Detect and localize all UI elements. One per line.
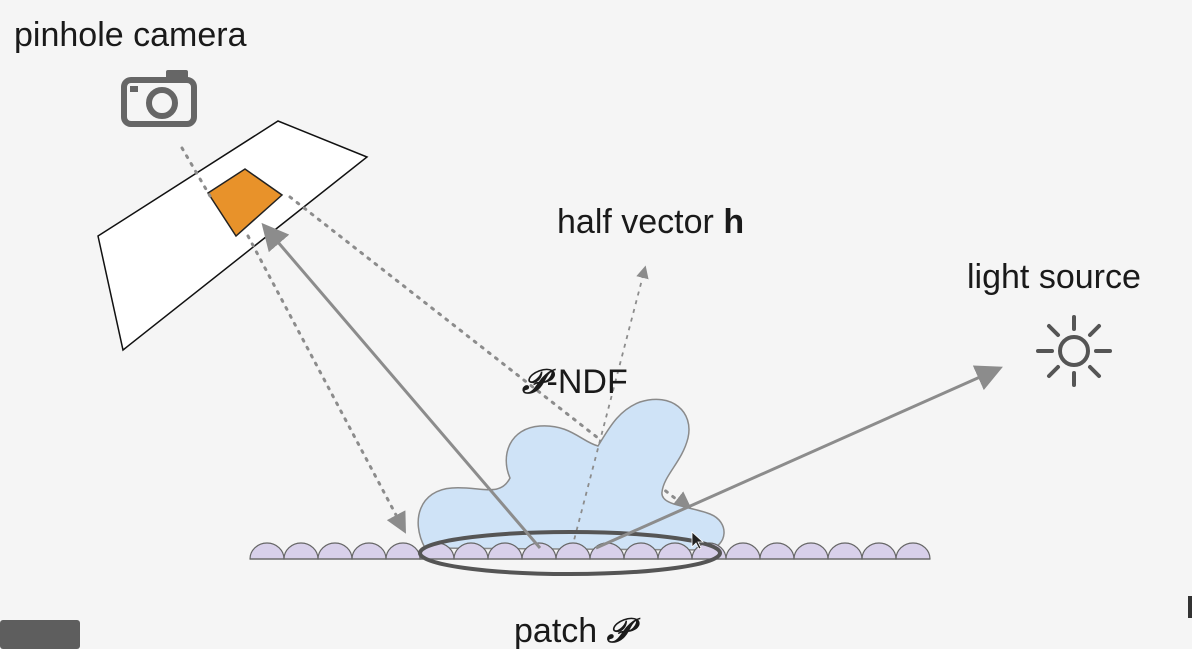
patch-text: patch: [514, 612, 607, 649]
patch-label: patch 𝒫: [514, 611, 641, 649]
patch-outline: [418, 530, 722, 576]
ndf-lobe: [417, 398, 725, 551]
light-source-label: light source: [967, 258, 1141, 296]
camera-icon: [121, 70, 197, 127]
video-overlay-corner: [0, 620, 80, 649]
sun-icon: [1036, 315, 1112, 387]
ndf-label: 𝒫-NDF: [522, 362, 628, 402]
right-edge-mark: [1188, 596, 1192, 618]
ndf-text: -NDF: [547, 363, 628, 401]
half-vector-arrow: [571, 265, 649, 549]
camera-view-ray: [261, 222, 542, 549]
half-vector-text: half vector: [557, 203, 723, 241]
half-vector-symbol: h: [723, 203, 744, 241]
microfacet-surface: [249, 542, 931, 560]
half-vector-label: half vector h: [557, 203, 744, 241]
image-plane: [97, 120, 369, 352]
light-direction-ray: [595, 365, 1003, 550]
camera-label: pinhole camera: [14, 16, 247, 54]
mouse-pointer-icon: [691, 531, 705, 550]
pixel-footprint: [206, 168, 284, 238]
patch-symbol: 𝒫: [607, 611, 641, 649]
